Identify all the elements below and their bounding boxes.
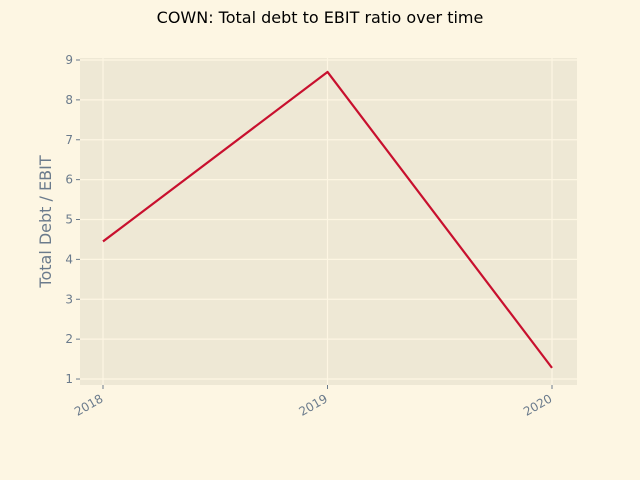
y-tick-label: 8 (65, 93, 73, 107)
y-tick-label: 2 (65, 332, 73, 346)
y-tick-label: 5 (65, 213, 73, 227)
y-axis-label: Total Debt / EBIT (36, 155, 55, 288)
x-tick-label: 2019 (297, 391, 330, 418)
chart-title: COWN: Total debt to EBIT ratio over time (156, 8, 484, 27)
y-tick-label: 9 (65, 53, 73, 67)
y-tick-label: 7 (65, 133, 73, 147)
y-tick-label: 6 (65, 173, 73, 187)
x-tick-label: 2018 (72, 391, 105, 418)
y-tick-label: 1 (65, 372, 73, 386)
y-tick-label: 4 (65, 252, 73, 266)
plot-area (80, 58, 577, 385)
y-tick-label: 3 (65, 292, 73, 306)
x-tick-label: 2020 (521, 391, 554, 418)
